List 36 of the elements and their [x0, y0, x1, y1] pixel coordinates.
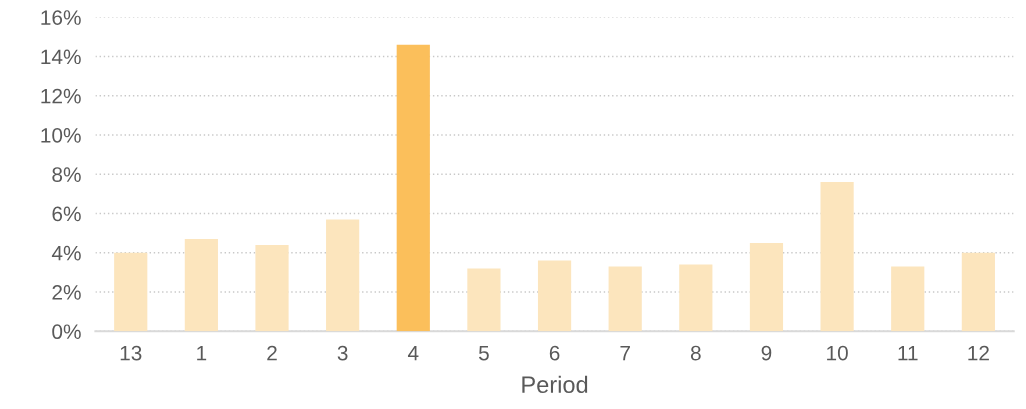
bar: [114, 252, 148, 332]
bar: [608, 266, 642, 332]
x-tick-label: 6: [549, 345, 560, 361]
bar: [326, 219, 360, 332]
bar: [467, 268, 501, 332]
y-tick-label: 2%: [52, 285, 81, 300]
y-tick-label: 8%: [52, 167, 81, 182]
bar: [749, 242, 784, 332]
bar: [820, 182, 854, 332]
y-tick-label: 12%: [41, 88, 81, 104]
x-tick-label: 3: [337, 345, 348, 361]
y-tick-label: 16%: [41, 10, 81, 25]
x-tick-label: 5: [478, 345, 489, 361]
x-tick-label: 10: [827, 345, 848, 361]
bar: [184, 239, 218, 332]
y-tick-label: 14%: [41, 49, 81, 65]
y-tick-label: 6%: [52, 206, 81, 222]
bar: [891, 266, 925, 332]
x-tick-label: 8: [690, 345, 701, 361]
bar: [679, 264, 713, 332]
x-tick-label: 4: [407, 345, 419, 361]
x-tick-label: 9: [761, 345, 772, 361]
y-tick-label: 10%: [41, 127, 81, 143]
y-tick-label: 4%: [51, 245, 81, 261]
bar: [537, 260, 572, 332]
bar: [961, 252, 995, 332]
y-tick-label: 0%: [52, 324, 81, 340]
x-tick-label: 7: [620, 345, 630, 361]
bar: [255, 244, 289, 332]
x-tick-label: 11: [898, 345, 918, 361]
x-tick-label: 2: [267, 345, 277, 361]
x-tick-label: 1: [197, 345, 207, 361]
x-axis-title: Period: [522, 375, 588, 394]
bar: [396, 44, 430, 332]
x-tick-label: 12: [968, 345, 989, 361]
x-tick-label: 13: [120, 345, 142, 361]
